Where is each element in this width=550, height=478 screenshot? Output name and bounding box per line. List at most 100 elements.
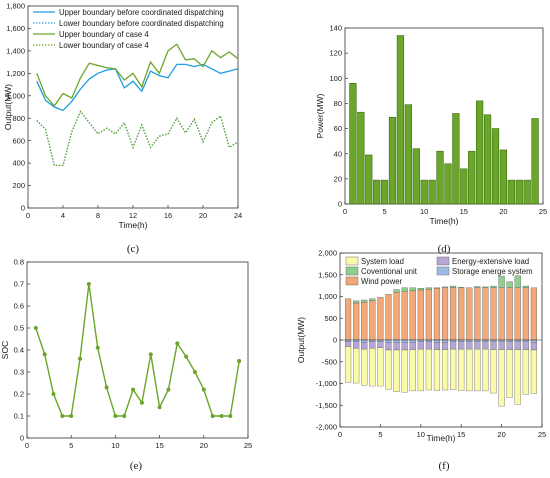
panel-c-legend-label: Upper boundary of case 4 [59, 30, 149, 39]
panel-f-xtick-label: 15 [457, 430, 465, 439]
panel-e-ytick-label: 0.1 [14, 412, 24, 421]
panel-f-bar-energy-extensive-load [344, 341, 352, 347]
panel-f-ytick-label: 1,500 [318, 270, 337, 279]
panel-f-bar-system-load [466, 348, 473, 392]
panel-e-soc-point [95, 345, 100, 350]
panel-e-label: (e) [130, 460, 143, 472]
panel-f-bar-system-load [450, 348, 457, 390]
panel-f-bar-storage-energe-system [530, 339, 538, 343]
panel-f-bar-storage-energe-system [441, 339, 449, 343]
panel-c-legend-label: Lower boundary before coordinated dispat… [59, 19, 224, 28]
panel-f-legend-swatch [436, 266, 450, 276]
panel-e-soc-line [35, 283, 240, 417]
panel-f-bar-coventional-unit [441, 286, 449, 288]
panel-f-bar-coventional-unit [522, 285, 529, 288]
panel-d-label: (d) [438, 243, 451, 255]
panel-f-bar-wind-power [466, 287, 473, 341]
panel-f-bar-wind-power [441, 287, 449, 341]
panel-d-xlabel: Time(h) [430, 216, 459, 226]
panel-e-soc-point [113, 414, 118, 418]
panel-c-ytick-label: 200 [12, 181, 25, 190]
panel-c-ytick-label: 1,200 [6, 69, 25, 78]
panel-d-bar [412, 148, 420, 205]
panel-d-bar [452, 113, 460, 205]
panel-c-series-line-4 [36, 110, 239, 167]
panel-c-series [36, 43, 239, 167]
panel-f-ticks: 0 5 10 15 20 25 -2,000 -1,500 -1,000 -500 0 500 1,00… [316, 249, 546, 439]
panel-f-bar-coventional-unit [474, 286, 481, 288]
panel-f-xtick-label: 25 [538, 430, 546, 439]
panel-f-bar-storage-energe-system [361, 339, 368, 343]
panel-d-xtick-label: 15 [460, 207, 468, 216]
panel-f-bar-energy-extensive-load [458, 341, 465, 350]
panel-e-ytick-label: 0.7 [14, 280, 24, 289]
panel-e-ytick-label: 0.8 [14, 258, 24, 267]
panel-f-bar-system-load [417, 348, 424, 392]
panel-f-ytick-label: -500 [322, 357, 337, 366]
panel-e-xtick-label: 25 [244, 441, 252, 450]
panel-e-ytick-label: 0.2 [14, 390, 24, 399]
panel-d-bar [491, 128, 500, 205]
panel-f-bar-system-load [530, 349, 538, 394]
panel-f-xtick-label: 20 [497, 430, 505, 439]
panel-f-bar-energy-extensive-load [401, 342, 408, 351]
panel-f-bar-wind-power [377, 297, 384, 341]
panel-f-bar-coventional-unit [482, 286, 489, 288]
panel-e-ytick-label: 0.5 [14, 324, 24, 333]
panel-f-ylabel: Output(MW) [296, 317, 306, 363]
panel-d-plot-frame [344, 27, 544, 205]
panel-c-ticks: 0 4 8 12 16 20 24 0 200 400 600 800 1,000 1,200 1,400 1… [6, 2, 242, 220]
panel-c-series-line-3 [36, 43, 239, 107]
panel-f-ytick-label: 1,000 [318, 292, 337, 301]
panel-f-bar-energy-extensive-load [498, 341, 505, 350]
panel-f-bar-system-load [361, 348, 368, 386]
panel-f-ytick-label: 2,000 [318, 249, 337, 258]
panel-d-ytick-label: 80 [334, 99, 342, 108]
panel-f-bar-wind-power [506, 287, 513, 341]
panel-f-legend-label: Energy-extensive load [452, 257, 529, 266]
panel-f-bar-system-load [514, 349, 521, 405]
panel-c-series-line-1 [36, 63, 239, 112]
panel-f-bar-wind-power [433, 288, 441, 341]
panel-e-soc-point [166, 387, 171, 392]
panel-f-bar-energy-extensive-load [385, 342, 392, 351]
panel-f-bar-storage-energe-system [409, 339, 416, 343]
panel-f-bar-energy-extensive-load [361, 342, 368, 350]
panel-f-legend-label: Coventional unit [361, 267, 418, 276]
panel-e-series [33, 282, 242, 418]
panel-d-bar [531, 118, 539, 205]
panel-f-bar-coventional-unit [425, 287, 432, 290]
panel-e-soc-point [210, 414, 215, 418]
panel-d-bar [357, 111, 365, 205]
panel-e-soc-point [237, 359, 242, 363]
panel-d-xtick-label: 20 [499, 207, 507, 216]
panel-d-bar [428, 179, 436, 205]
panel-c-xtick-label: 0 [26, 211, 30, 220]
panel-f-bar-storage-energe-system [385, 339, 392, 343]
panel-f-bar-coventional-unit [450, 285, 457, 288]
panel-f-bar-energy-extensive-load [490, 341, 497, 350]
panel-c-xtick-label: 4 [61, 211, 65, 220]
panel-c-label: (c) [127, 243, 140, 255]
panel-d-bars [349, 35, 539, 205]
panel-f-legend-label: Storage energe system [452, 267, 533, 276]
panel-d-bar [507, 179, 515, 205]
panel-f-bar-system-load [458, 348, 465, 391]
panel-d-bar [420, 179, 428, 205]
panel-d-ytick-label: 100 [329, 74, 342, 83]
panel-f-bar-system-load [393, 349, 400, 392]
panel-f-bar-energy-extensive-load [466, 341, 473, 350]
panel-d-bar [444, 163, 452, 205]
panel-e-xtick-label: 5 [69, 441, 73, 450]
panel-f-bar-energy-extensive-load [393, 342, 400, 351]
panel-e-ylabel: SOC [0, 341, 10, 359]
panel-c-series-line-2 [36, 110, 239, 167]
panel-c-ytick-label: 1,000 [6, 91, 25, 100]
panel-e-ytick-label: 0.4 [14, 346, 24, 355]
panel-f-label: (f) [439, 460, 450, 472]
panel-c-ylabel: Output(MW) [3, 84, 13, 130]
panel-e-soc-point [219, 414, 224, 418]
panel-f-bar-wind-power [474, 287, 481, 341]
panel-f-bar-wind-power [361, 301, 368, 341]
